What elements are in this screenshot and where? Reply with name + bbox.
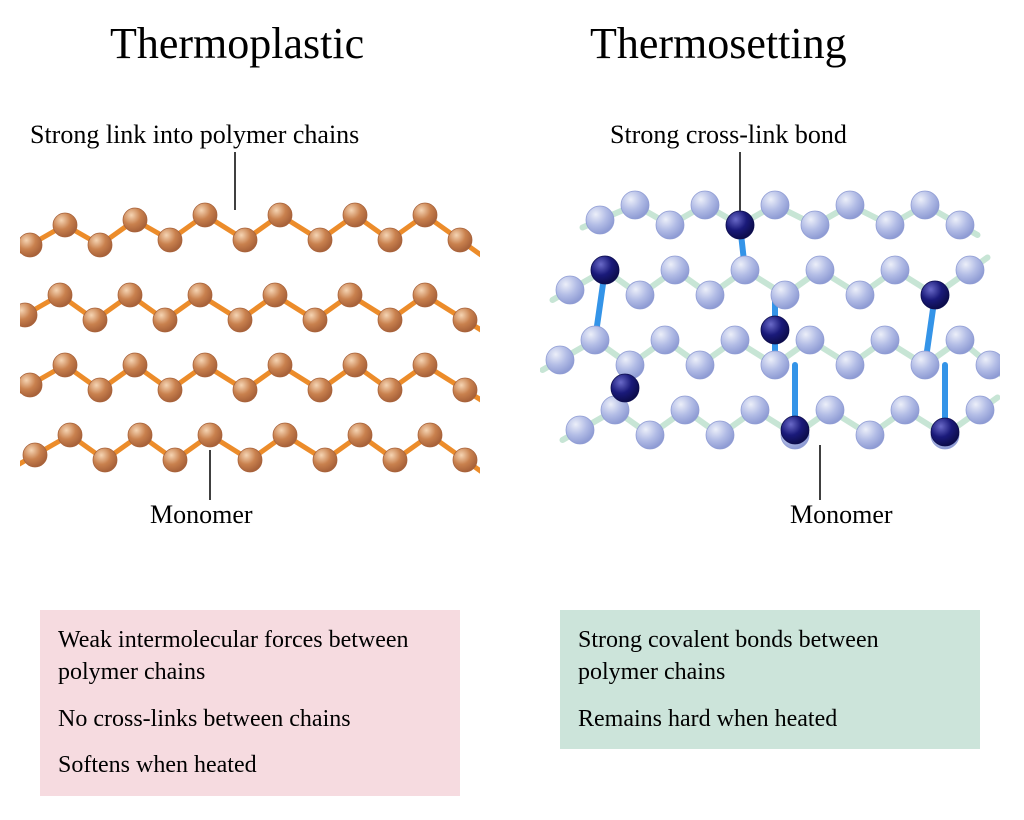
thermoplastic-title: Thermoplastic — [110, 18, 364, 69]
thermoplastic-bottom-label: Monomer — [150, 500, 253, 530]
thermoplastic-top-label: Strong link into polymer chains — [30, 120, 359, 150]
thermosetting-top-label: Strong cross-link bond — [610, 120, 847, 150]
thermosetting-bottom-label: Monomer — [790, 500, 893, 530]
thermoplastic-diagram — [20, 185, 480, 475]
info-line: Weak intermolecular forces between polym… — [58, 624, 442, 689]
thermosetting-info-box: Strong covalent bonds between polymer ch… — [560, 610, 980, 749]
info-line: No cross-links between chains — [58, 703, 442, 735]
info-line: Remains hard when heated — [578, 703, 962, 735]
thermoplastic-info-box: Weak intermolecular forces between polym… — [40, 610, 460, 796]
thermosetting-diagram — [540, 170, 1000, 480]
info-line: Softens when heated — [58, 749, 442, 781]
thermosetting-title: Thermosetting — [590, 18, 847, 69]
info-line: Strong covalent bonds between polymer ch… — [578, 624, 962, 689]
